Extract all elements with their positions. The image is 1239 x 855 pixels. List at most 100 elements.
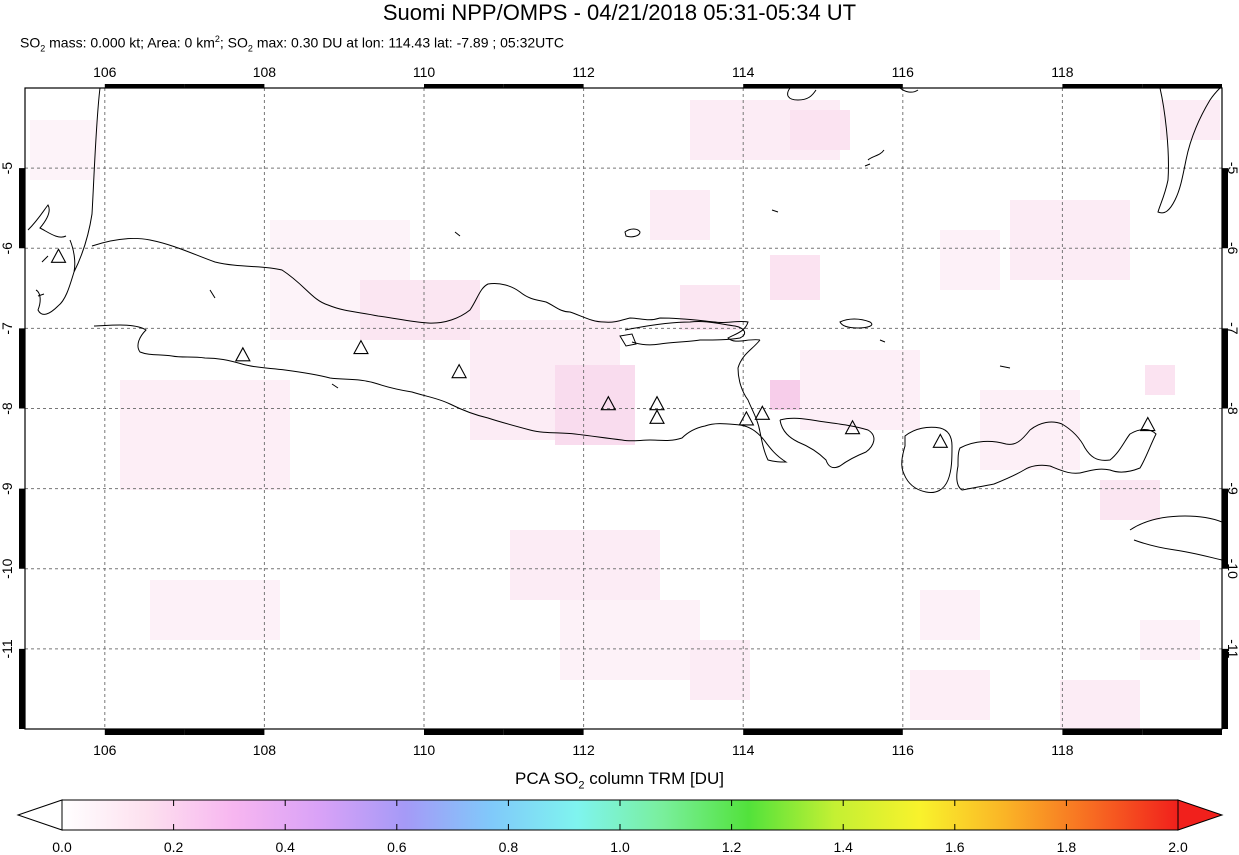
border-bar-left: [19, 488, 25, 569]
volcano-marker: [932, 433, 949, 448]
lon-label-bottom: 112: [572, 742, 595, 758]
border-bar-right: [1222, 168, 1228, 249]
colorbar-tick-label: 1.2: [722, 839, 742, 855]
volcano-marker: [234, 346, 251, 362]
border-bar-right: [1222, 488, 1228, 569]
lat-label-left: -6: [0, 242, 15, 255]
colorbar-tick-label: 0.0: [52, 839, 72, 855]
volcano-markers: [50, 248, 1156, 448]
border-bar-right: [1222, 328, 1228, 409]
colorbar-tick-label: 1.8: [1057, 839, 1077, 855]
border-bar-top: [823, 84, 903, 88]
mass-area-text: mass: 0.000 kt; Area: 0 km: [45, 34, 215, 51]
volcano-marker: [649, 409, 665, 424]
lat-label-right: -6: [1225, 242, 1239, 255]
colorbar-under-arrow: [16, 799, 63, 831]
lon-label-bottom: 106: [93, 742, 117, 758]
lat-label-right: -11: [1225, 639, 1239, 658]
volcano-marker: [451, 363, 468, 379]
border-bar-top: [424, 84, 504, 88]
lon-label-top: 108: [253, 64, 277, 80]
volcano-marker: [649, 395, 665, 411]
border-bar-left: [19, 328, 25, 409]
coast-flores-sumba: [1129, 515, 1223, 561]
lat-label-left: -10: [0, 558, 15, 578]
colorbar-over-arrow: [1177, 799, 1224, 831]
colorbar-tick-label: 1.0: [610, 839, 630, 855]
volcano-marker: [50, 248, 67, 263]
lon-label-top: 116: [892, 64, 915, 80]
graticule-lines: [25, 88, 1222, 729]
volcano-marker: [844, 419, 861, 435]
border-bar-left: [19, 168, 25, 249]
lat-label-left: -5: [0, 162, 15, 175]
volcano-marker: [353, 339, 369, 355]
lat-label-right: -9: [1225, 482, 1239, 495]
lon-label-top: 106: [93, 64, 117, 80]
colorbar-tick-label: 0.4: [275, 839, 295, 855]
border-bar-top: [503, 84, 584, 88]
lat-label-right: -7: [1225, 322, 1239, 335]
border-bar-bottom: [104, 729, 185, 735]
coastlines: [27, 87, 1223, 561]
mass-subscript: 2: [40, 43, 46, 54]
colorbar-title-sub: 2: [578, 779, 585, 792]
border-bar-bottom: [1062, 729, 1143, 735]
colorbar-title: PCA SO2 column TRM [DU]: [0, 769, 1239, 791]
colorbar: 0.0 0.2 0.4 0.6 0.8 1.0 1.2 1.4 1.6 1.8 2.0: [16, 799, 1224, 855]
lon-label-bottom: 108: [253, 742, 277, 758]
lat-label-left: -9: [0, 482, 15, 495]
area-superscript: 2: [214, 34, 220, 44]
coast-bali: [779, 417, 875, 469]
lat-label-right: -10: [1225, 559, 1239, 579]
page-title: Suomi NPP/OMPS - 04/21/2018 05:31-05:34 …: [382, 0, 857, 25]
border-bar-top: [184, 84, 265, 88]
border-bar-top: [104, 84, 185, 88]
border-bar-bottom: [823, 729, 903, 735]
border-bar-right: [1222, 648, 1228, 729]
border-bar-top: [743, 84, 823, 88]
colorbar-tick-label: 0.8: [499, 839, 519, 855]
border-bar-bottom: [503, 729, 584, 735]
max-text: max: 0.30 DU at lon: 114.43 lat: -7.89 ;…: [252, 34, 564, 51]
volcano-marker: [754, 405, 771, 420]
volcano-marker: [738, 410, 755, 426]
coast-borneo: [787, 87, 1221, 214]
volcano-marker: [600, 395, 617, 411]
lat-label-right: -8: [1225, 402, 1239, 415]
lon-label-top: 118: [1051, 64, 1074, 80]
lat-label-right: -5: [1225, 162, 1239, 175]
volcano-marker: [1139, 416, 1156, 432]
lon-label-bottom: 114: [732, 742, 755, 758]
coast-islands: [37, 149, 1011, 389]
coast-sumbawa: [956, 421, 1157, 491]
colorbar-title-suffix: column TRM [DU]: [584, 769, 724, 788]
lon-label-bottom: 110: [413, 742, 436, 758]
lon-label-top: 112: [572, 64, 595, 80]
border-bar-top: [1142, 84, 1222, 88]
border-bar-bottom: [424, 729, 504, 735]
coast-madura: [624, 321, 746, 346]
colorbar-ticks: 0.0 0.2 0.4 0.6 0.8 1.0 1.2 1.4 1.6 1.8 2.0: [52, 800, 1188, 855]
max-label: ; SO: [219, 34, 248, 51]
axis-labels: 106 106 108 108 110 110 112 112 114 114 116 116 118 1…: [0, 64, 1239, 758]
max-subscript: 2: [247, 43, 253, 54]
lon-label-bottom: 118: [1051, 742, 1074, 758]
mass-label: SO: [20, 34, 41, 51]
coast-java: [91, 237, 788, 463]
colorbar-tick-label: 1.6: [945, 839, 965, 855]
lon-label-top: 110: [413, 64, 436, 80]
subtitle-stats: SO2 mass: 0.000 kt; Area: 0 km2; SO2 max…: [20, 34, 564, 53]
lon-label-bottom: 116: [892, 742, 915, 758]
coast-sumatra: [27, 87, 101, 315]
map-border-ticks: [19, 84, 1228, 735]
lat-label-left: -8: [0, 402, 15, 415]
colorbar-tick-label: 1.4: [833, 839, 853, 855]
border-bar-bottom: [743, 729, 823, 735]
colorbar-title-prefix: PCA SO: [515, 769, 579, 788]
lon-label-top: 114: [732, 64, 755, 80]
colorbar-tick-label: 2.0: [1168, 839, 1188, 855]
coast-lombok: [901, 426, 953, 493]
border-bar-bottom: [1142, 729, 1222, 735]
